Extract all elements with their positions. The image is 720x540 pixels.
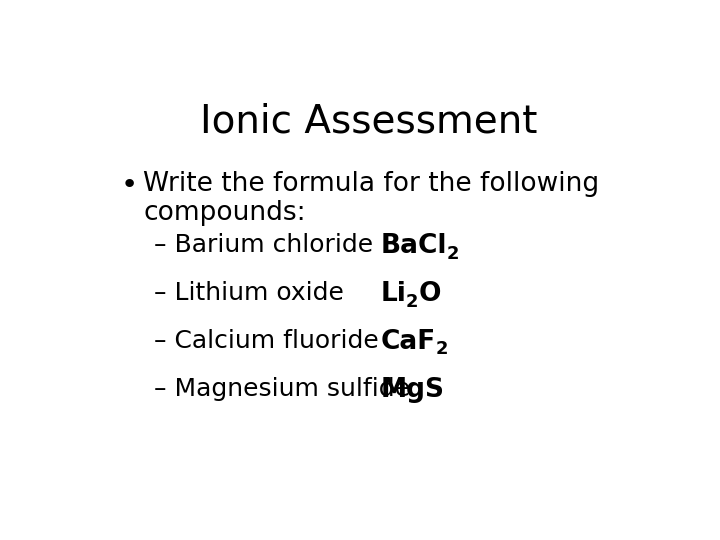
Text: compounds:: compounds: — [143, 200, 305, 226]
Text: – Magnesium sulfide: – Magnesium sulfide — [154, 377, 410, 401]
Text: 2: 2 — [446, 245, 459, 263]
Text: Write the formula for the following: Write the formula for the following — [143, 171, 599, 197]
Text: MgS: MgS — [380, 377, 444, 403]
Text: – Lithium oxide: – Lithium oxide — [154, 281, 344, 305]
Text: BaCl: BaCl — [380, 233, 446, 259]
Text: 2: 2 — [436, 341, 448, 359]
Text: CaF: CaF — [380, 329, 436, 355]
Text: Ionic Assessment: Ionic Assessment — [200, 102, 538, 140]
Text: – Barium chloride: – Barium chloride — [154, 233, 373, 257]
Text: O: O — [418, 281, 441, 307]
Text: Li: Li — [380, 281, 406, 307]
Text: 2: 2 — [406, 293, 418, 310]
Text: •: • — [121, 171, 138, 199]
Text: – Calcium fluoride: – Calcium fluoride — [154, 329, 379, 353]
